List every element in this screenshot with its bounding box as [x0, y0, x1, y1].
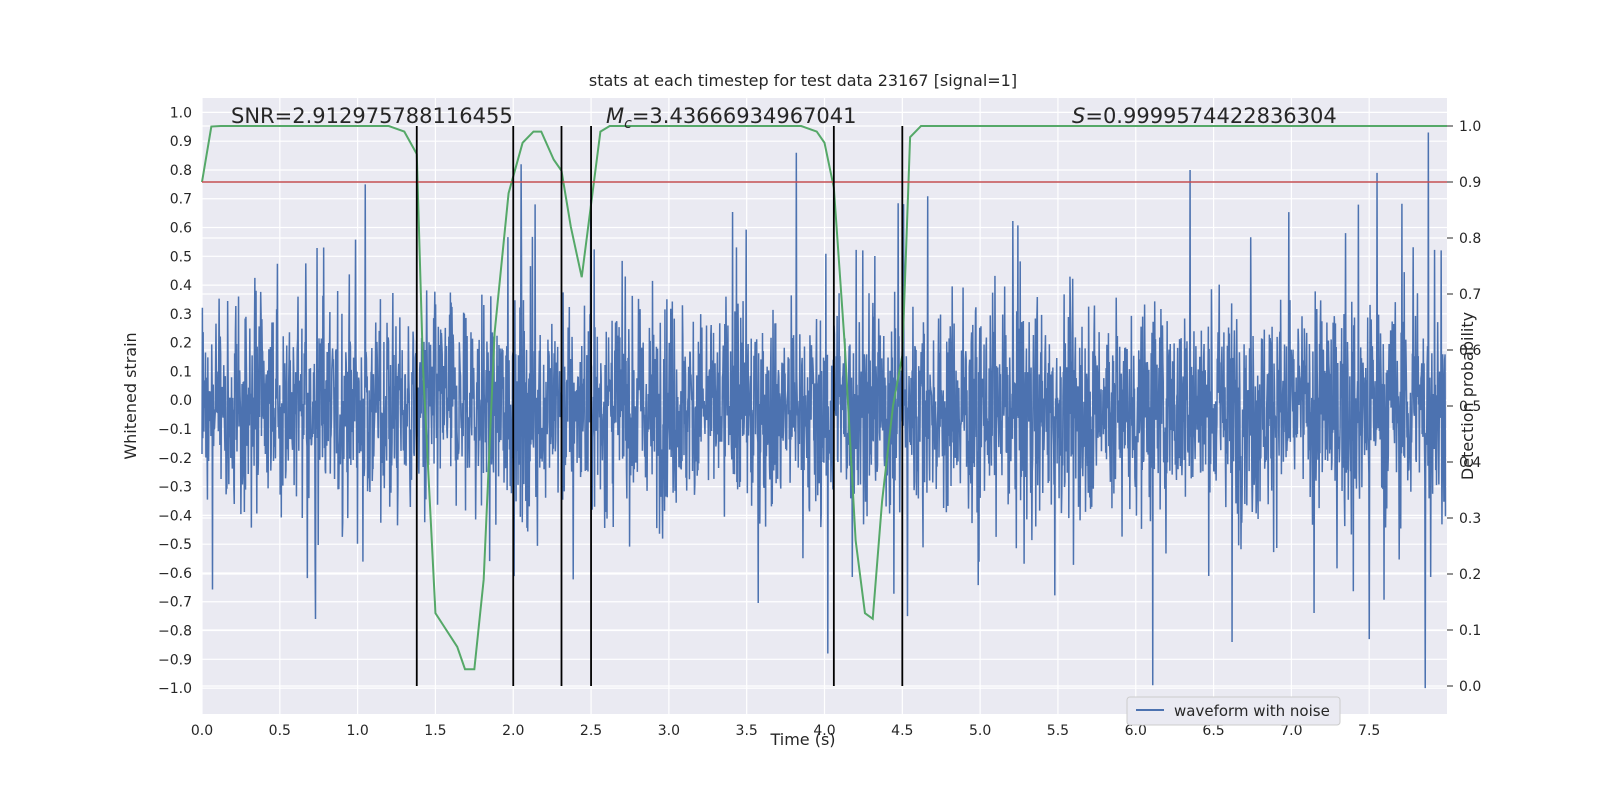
y-tick-label: −0.9	[158, 652, 192, 668]
y-right-tick-label: 0.4	[1459, 455, 1481, 471]
x-tick-label: 1.5	[424, 723, 446, 739]
x-axis-ticks: 0.0 0.5 1.0 1.5 2.0 2.5 3.0 3.5 4.0 4.5 5.0 5.5 6.0 6…	[191, 723, 1380, 739]
y-axis-left-ticks: 1.0 0.9 0.8 0.7 0.6 0.5 0.4 0.3 0.2 0.1 0.0 −0.1 −0.…	[158, 105, 192, 697]
chart-title: stats at each timestep for test data 231…	[589, 71, 1017, 90]
chirp-mass-value: =3.43666934967041	[632, 104, 857, 128]
s-value: =0.9999574422836304	[1085, 104, 1336, 128]
x-tick-label: 7.5	[1358, 723, 1380, 739]
y-tick-label: 0.4	[170, 278, 192, 294]
chirp-mass-annotation: Mc=3.43666934967041	[606, 104, 857, 132]
y-tick-label: 0.1	[170, 364, 192, 380]
x-tick-label: 2.0	[502, 723, 524, 739]
s-annotation: S=0.9999574422836304	[1072, 104, 1337, 128]
y-tick-label: 0.3	[170, 307, 192, 323]
y-tick-label: 0.5	[170, 249, 192, 265]
y-axis-right-ticks: 1.0 0.9 0.8 0.7 0.6 0.5 0.4 0.3 0.2 0.1 0.0	[1447, 119, 1481, 695]
plot-area	[201, 125, 1447, 689]
x-tick-label: 2.5	[580, 723, 602, 739]
y-tick-label: 1.0	[170, 105, 192, 121]
y-tick-label: 0.0	[170, 393, 192, 409]
x-tick-label: 6.0	[1125, 723, 1147, 739]
y-tick-label: −1.0	[158, 681, 192, 697]
event-markers	[415, 126, 904, 686]
y-right-tick-label: 0.9	[1459, 175, 1481, 191]
y-tick-label: −0.8	[158, 624, 192, 640]
y-tick-label: 0.6	[170, 221, 192, 237]
snr-annotation: SNR=2.912975788116455	[231, 104, 513, 128]
y-right-tick-label: 0.1	[1459, 623, 1481, 639]
y-tick-label: 0.9	[170, 134, 192, 150]
y-right-tick-label: 0.5	[1459, 399, 1481, 415]
s-symbol: S	[1072, 104, 1085, 128]
legend: waveform with noise	[1126, 696, 1341, 726]
y-tick-label: −0.2	[158, 451, 192, 467]
x-tick-label: 5.5	[1047, 723, 1069, 739]
y-tick-label: −0.5	[158, 537, 192, 553]
x-tick-label: 1.0	[346, 723, 368, 739]
y-right-tick-label: 0.7	[1459, 287, 1481, 303]
y-tick-label: 0.8	[170, 163, 192, 179]
y-axis-label-right: Detection probability	[1458, 312, 1477, 480]
x-tick-label: 0.5	[269, 723, 291, 739]
x-tick-label: 6.5	[1202, 723, 1224, 739]
chirp-mass-subscript: c	[624, 116, 632, 132]
legend-label: waveform with noise	[1174, 702, 1330, 720]
y-tick-label: 0.2	[170, 336, 192, 352]
y-right-tick-label: 0.6	[1459, 343, 1481, 359]
legend-box	[1126, 696, 1341, 726]
y-right-tick-label: 0.2	[1459, 567, 1481, 583]
x-tick-label: 3.5	[736, 723, 758, 739]
y-tick-label: −0.4	[158, 508, 192, 524]
y-tick-label: −0.7	[158, 595, 192, 611]
x-axis-label: Time (s)	[769, 730, 835, 749]
x-tick-label: 3.0	[658, 723, 680, 739]
x-tick-label: 4.5	[891, 723, 913, 739]
x-tick-label: 7.0	[1280, 723, 1302, 739]
y-right-tick-label: 1.0	[1459, 119, 1481, 135]
y-axis-label-left: Whitened strain	[121, 332, 140, 459]
y-right-tick-label: 0.0	[1459, 679, 1481, 695]
detection-probability-line	[201, 125, 1447, 671]
x-tick-label: 5.0	[969, 723, 991, 739]
y-right-tick-label: 0.8	[1459, 231, 1481, 247]
x-tick-label: 0.0	[191, 723, 213, 739]
y-tick-label: −0.3	[158, 480, 192, 496]
x-tick-label: 4.0	[813, 723, 835, 739]
y-right-tick-label: 0.3	[1459, 511, 1481, 527]
chirp-mass-symbol: M	[606, 104, 624, 128]
y-tick-label: 0.7	[170, 192, 192, 208]
waveform-line	[201, 132, 1447, 689]
y-tick-label: −0.6	[158, 566, 192, 582]
y-tick-label: −0.1	[158, 422, 192, 438]
